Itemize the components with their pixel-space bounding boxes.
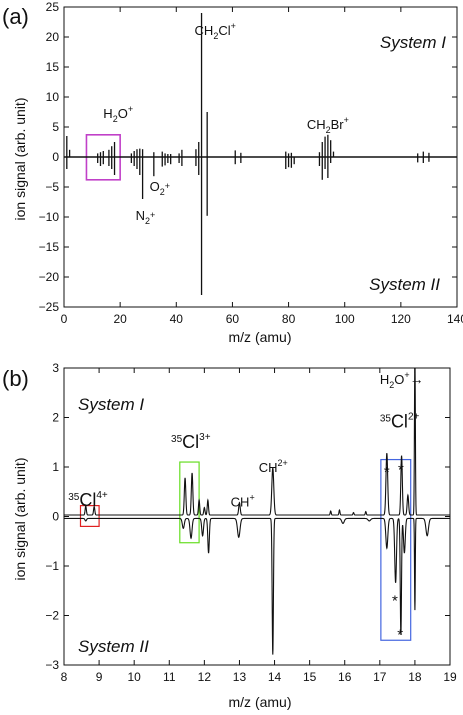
panel-a-x-axis-label: m/z (amu) <box>229 329 292 345</box>
y-tick-label: 25 <box>46 0 60 14</box>
peak-annotation-5: N2+ <box>136 208 156 226</box>
x-tick-label: 120 <box>391 312 411 326</box>
system-ii-trace <box>64 517 450 655</box>
highlight-box-2 <box>179 461 200 544</box>
panel-a-system-ii-label: System II <box>369 275 440 294</box>
x-tick-label: 17 <box>373 670 387 684</box>
panel-b-label: (b) <box>2 366 29 391</box>
y-tick-label: −15 <box>39 240 60 254</box>
peak-annotation-4: CH+ <box>231 493 255 510</box>
peak-annotation-5: CH2+ <box>259 458 288 475</box>
y-tick-label: 1 <box>52 460 59 474</box>
panel-b-system-ii-label: System II <box>78 637 149 656</box>
y-tick-label: 2 <box>52 411 59 425</box>
x-tick-label: 80 <box>282 312 296 326</box>
x-tick-label: 100 <box>335 312 355 326</box>
system-i-trace <box>64 367 450 516</box>
panel-a-y-axis-label: ion signal (arb. unit) <box>12 98 28 221</box>
panel-b-y-axis-label: ion signal (arb. unit) <box>12 458 28 581</box>
y-tick-label: −25 <box>39 300 60 314</box>
asterisk-marker-2: * <box>398 462 404 479</box>
peak-annotation-3: 35Cl2+ <box>380 411 420 431</box>
panel-b-system-i-label: System I <box>78 395 144 414</box>
highlight-box-1 <box>79 505 100 527</box>
x-tick-label: 14 <box>268 670 282 684</box>
x-tick-label: 0 <box>61 312 68 326</box>
panel-b-annotations: 35Cl4+ 35Cl3+ 35Cl2+ CH+ CH2+ H2O+→ * * * * <box>68 370 423 644</box>
asterisk-marker-4: * <box>397 626 403 643</box>
panel-a-traces <box>64 13 457 295</box>
x-tick-label: 11 <box>163 670 176 684</box>
x-tick-label: 15 <box>303 670 317 684</box>
y-tick-label: 0 <box>52 150 59 164</box>
x-tick-label: 8 <box>61 670 68 684</box>
panel-b-x-axis-label: m/z (amu) <box>229 694 292 710</box>
y-tick-label: −2 <box>45 609 59 623</box>
x-tick-label: 19 <box>443 670 457 684</box>
panel-b: (b) ion signal (arb. unit) m/z (amu) 8 9 1… <box>2 361 457 710</box>
peak-annotation-6: H2O+→ <box>380 370 424 390</box>
x-tick-label: 40 <box>170 312 184 326</box>
panel-a-label: (a) <box>2 4 29 29</box>
y-tick-label: 10 <box>46 90 60 104</box>
x-tick-label: 9 <box>96 670 103 684</box>
asterisk-marker-1: * <box>384 464 390 481</box>
panel-a-annotations: H2O+ CH2Cl+ CH2Br+ O2+ N2+ <box>103 21 349 226</box>
asterisk-marker-3: * <box>392 593 398 610</box>
panel-a-ticks: 0 20 40 60 80 100 120 140 25 20 15 10 5 0 −5 −10 −15 −20 −… <box>39 0 463 326</box>
peak-annotation-4: O2+ <box>150 179 170 197</box>
y-tick-label: −3 <box>45 658 59 672</box>
panel-b-frame <box>63 367 451 666</box>
x-tick-label: 18 <box>408 670 422 684</box>
panel-a: (a) ion signal (arb. unit) m/z (amu) 0 20… <box>2 0 463 345</box>
panel-b-traces <box>64 367 450 655</box>
x-tick-label: 10 <box>128 670 142 684</box>
peak-annotation-1: H2O+ <box>103 104 133 124</box>
x-tick-label: 12 <box>198 670 212 684</box>
y-tick-label: 3 <box>52 361 59 375</box>
peak-annotation-2: 35Cl3+ <box>171 432 211 452</box>
peak-annotation-2: CH2Cl+ <box>195 21 236 41</box>
peak-annotation-1: 35Cl4+ <box>68 490 108 510</box>
y-tick-label: 0 <box>52 510 59 524</box>
highlight-box-3 <box>380 458 412 641</box>
panel-b-highlight-layer <box>79 458 412 641</box>
panel-a-frame <box>63 6 458 308</box>
y-tick-label: −10 <box>39 210 60 224</box>
y-tick-label: 20 <box>46 30 60 44</box>
x-tick-label: 16 <box>338 670 352 684</box>
x-tick-label: 20 <box>113 312 127 326</box>
y-tick-label: −5 <box>45 180 59 194</box>
peak-annotation-3: CH2Br+ <box>307 115 349 135</box>
x-tick-label: 13 <box>233 670 247 684</box>
panel-a-system-i-label: System I <box>380 33 446 52</box>
y-tick-label: 15 <box>46 60 60 74</box>
y-tick-label: 5 <box>52 120 59 134</box>
y-tick-label: −20 <box>39 270 60 284</box>
x-tick-label: 140 <box>447 312 463 326</box>
x-tick-label: 60 <box>226 312 240 326</box>
y-tick-label: −1 <box>45 559 59 573</box>
